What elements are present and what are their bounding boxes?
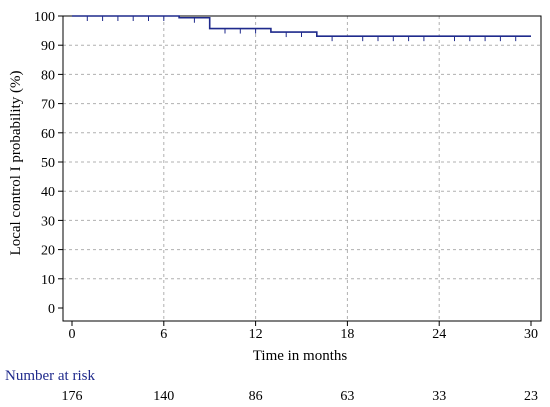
x-axis-title: Time in months	[253, 348, 348, 364]
grid-layer	[63, 16, 541, 321]
number-at-risk-value: 23	[524, 389, 538, 404]
y-tick-label: 70	[41, 98, 55, 113]
x-tick-label: 18	[340, 327, 354, 342]
y-tick-label: 80	[41, 68, 55, 83]
y-tick-label: 50	[41, 156, 55, 171]
x-tick-label: 24	[432, 327, 446, 342]
number-at-risk-value: 86	[249, 389, 263, 404]
x-tick-label: 0	[69, 327, 76, 342]
plot-frame	[62, 15, 542, 322]
number-at-risk-value: 176	[62, 389, 83, 404]
y-tick-label: 30	[41, 214, 55, 229]
y-tick-label: 10	[41, 273, 55, 288]
x-tick-label: 6	[160, 327, 167, 342]
number-at-risk-value: 33	[432, 389, 446, 404]
y-axis-title: Local control I probability (%)	[8, 71, 24, 256]
number-at-risk-title: Number at risk	[5, 368, 95, 384]
number-at-risk-value: 63	[340, 389, 354, 404]
y-tick-label: 100	[34, 10, 55, 25]
labels-layer: Time in months Local control I probabili…	[5, 71, 538, 404]
y-tick-label: 90	[41, 39, 55, 54]
series-layer	[72, 15, 531, 42]
y-tick-label: 20	[41, 244, 55, 259]
x-tick-label: 12	[249, 327, 263, 342]
axes-layer: 0 10 20 30 40 50 60 70 80 90 100 0 6 12 18 24 30	[34, 10, 542, 342]
y-tick-label: 0	[48, 302, 55, 317]
y-tick-label: 40	[41, 185, 55, 200]
y-tick-label: 60	[41, 127, 55, 142]
x-tick-label: 30	[524, 327, 538, 342]
number-at-risk-value: 140	[153, 389, 174, 404]
